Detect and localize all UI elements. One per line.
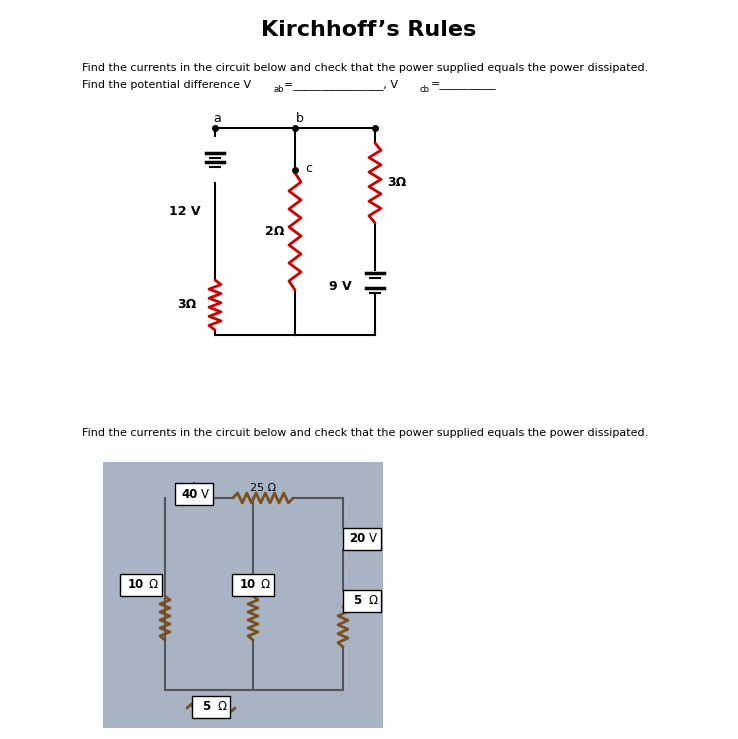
Text: 5: 5 bbox=[354, 594, 362, 607]
FancyBboxPatch shape bbox=[192, 696, 230, 718]
Text: Find the currents in the circuit below and check that the power supplied equals : Find the currents in the circuit below a… bbox=[82, 63, 648, 73]
Text: c: c bbox=[305, 162, 312, 174]
Text: cb: cb bbox=[420, 84, 430, 94]
Text: =________________, V: =________________, V bbox=[284, 80, 398, 90]
Text: Ω: Ω bbox=[368, 594, 377, 607]
Text: 9 V: 9 V bbox=[328, 281, 351, 293]
Text: 10: 10 bbox=[240, 579, 256, 591]
Text: Kirchhoff’s Rules: Kirchhoff’s Rules bbox=[261, 20, 477, 40]
Text: 2Ω: 2Ω bbox=[266, 225, 285, 238]
FancyBboxPatch shape bbox=[343, 528, 381, 550]
Text: 40: 40 bbox=[182, 488, 198, 500]
FancyBboxPatch shape bbox=[175, 483, 213, 505]
Text: b: b bbox=[296, 112, 304, 124]
Text: Ω: Ω bbox=[261, 579, 269, 591]
Text: 20: 20 bbox=[349, 533, 365, 545]
Text: V: V bbox=[369, 533, 376, 545]
Text: 12 V: 12 V bbox=[169, 205, 201, 218]
Text: =__________: =__________ bbox=[431, 80, 497, 90]
Text: 10: 10 bbox=[128, 579, 144, 591]
Text: ab: ab bbox=[273, 84, 283, 94]
Text: 25 Ω: 25 Ω bbox=[250, 483, 276, 493]
Bar bbox=[103, 462, 383, 728]
FancyBboxPatch shape bbox=[343, 590, 381, 612]
FancyBboxPatch shape bbox=[120, 574, 162, 596]
Text: Ω: Ω bbox=[148, 579, 157, 591]
Text: Ω: Ω bbox=[217, 701, 227, 713]
Text: Find the potential difference V: Find the potential difference V bbox=[82, 80, 251, 90]
Text: 5: 5 bbox=[202, 701, 210, 713]
Text: 3Ω: 3Ω bbox=[177, 299, 196, 312]
Text: a: a bbox=[213, 112, 221, 124]
FancyBboxPatch shape bbox=[232, 574, 274, 596]
Text: Find the currents in the circuit below and check that the power supplied equals : Find the currents in the circuit below a… bbox=[82, 428, 648, 438]
Text: V: V bbox=[201, 488, 209, 500]
Text: 3Ω: 3Ω bbox=[387, 177, 407, 189]
